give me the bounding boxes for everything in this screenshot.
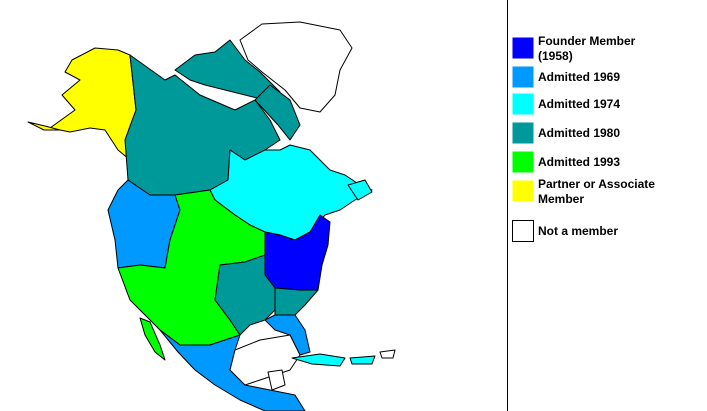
southeast (214, 254, 276, 336)
yucatan-island (267, 369, 286, 391)
legend-swatch (512, 122, 534, 144)
carolinas (274, 287, 319, 316)
central-america (229, 334, 301, 386)
legend-swatch (512, 66, 534, 88)
mexico (159, 329, 306, 411)
legend-label: Not a member (538, 224, 618, 238)
legend-label: Admitted 1974 (538, 97, 620, 111)
greenland (239, 21, 353, 113)
legend-label: Admitted 1980 (538, 126, 620, 140)
legend-swatch (512, 93, 534, 115)
legend-swatch (512, 220, 534, 242)
baffin (254, 84, 301, 141)
newfoundland (347, 179, 373, 201)
legend-label: Admitted 1993 (538, 155, 620, 169)
legend-label: Admitted 1969 (538, 70, 620, 84)
florida (264, 314, 311, 356)
legend-swatch (512, 151, 534, 173)
legend-label: Founder Member (1958) (538, 34, 636, 63)
legend-swatch (512, 180, 534, 202)
alaska (49, 47, 137, 161)
legend-swatch (512, 37, 534, 59)
aleutians (27, 121, 61, 131)
legend-label: Partner or Associate Member (538, 177, 655, 206)
baja (139, 317, 166, 361)
caribbean-east (349, 355, 376, 365)
caribbean (291, 353, 346, 367)
islands (379, 349, 396, 359)
